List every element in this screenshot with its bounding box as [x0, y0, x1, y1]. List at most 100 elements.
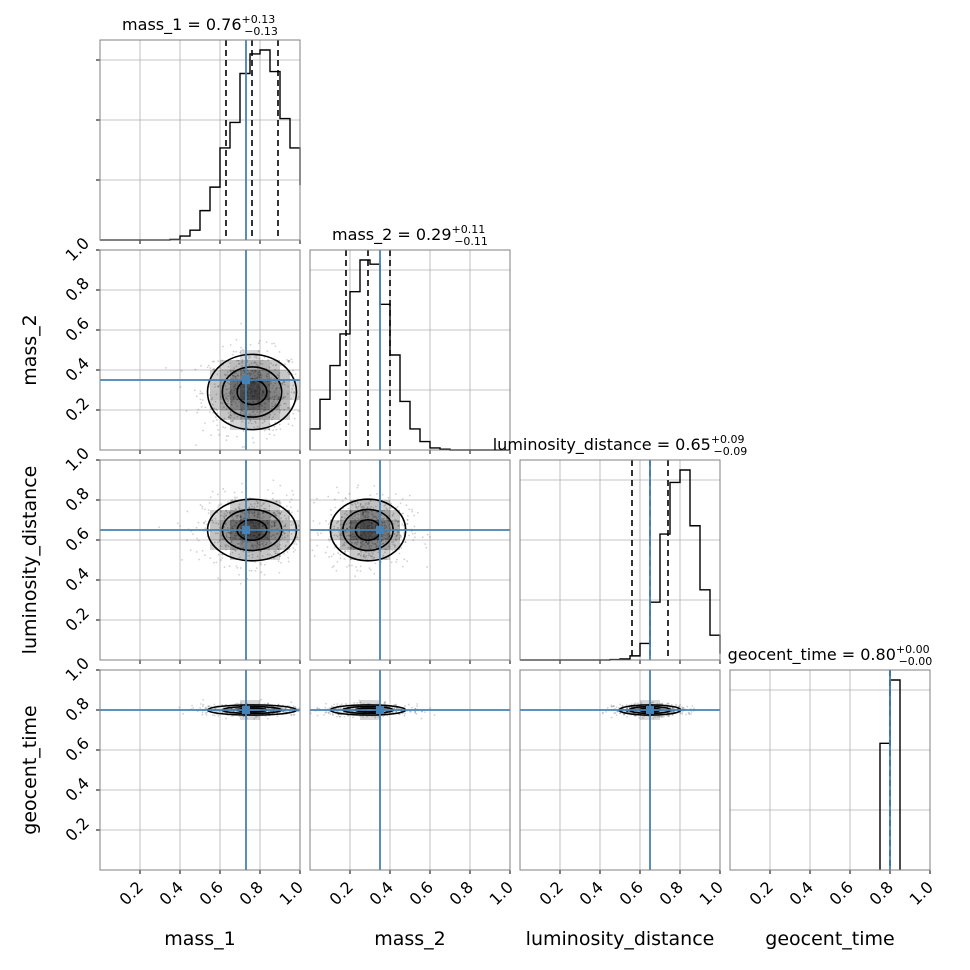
- sample-point: [266, 377, 269, 380]
- sample-point: [400, 535, 403, 538]
- sample-point: [336, 710, 338, 713]
- sample-point: [311, 549, 314, 552]
- sample-point: [407, 515, 409, 517]
- sample-point: [239, 515, 242, 518]
- sample-point: [235, 365, 238, 368]
- sample-point: [265, 374, 268, 377]
- sample-point: [316, 544, 319, 547]
- sample-point: [326, 546, 329, 548]
- sample-point: [253, 506, 256, 509]
- sample-point: [341, 516, 343, 519]
- sample-point: [199, 703, 202, 705]
- sample-point: [231, 353, 234, 356]
- sample-point: [225, 522, 227, 525]
- sample-point: [269, 413, 272, 416]
- sample-point: [396, 520, 399, 523]
- sample-point: [213, 561, 215, 564]
- sample-point: [678, 705, 681, 708]
- sample-point: [359, 565, 362, 568]
- sample-point: [247, 551, 250, 553]
- sample-point: [234, 549, 236, 552]
- density-cell: [220, 530, 230, 540]
- sample-point: [387, 496, 390, 499]
- sample-point: [395, 710, 398, 713]
- sample-point: [358, 552, 360, 555]
- x-axis-label-mass_1: mass_1: [164, 928, 236, 950]
- sample-point: [238, 715, 241, 718]
- title-mass_1: mass_1 = 0.76+0.13 −0.13: [122, 13, 278, 38]
- sample-point: [356, 508, 359, 510]
- sample-point: [235, 359, 238, 362]
- sample-point: [253, 356, 256, 359]
- density-cell: [290, 390, 300, 400]
- sample-point: [413, 536, 416, 539]
- sample-point: [274, 536, 277, 539]
- sample-point: [685, 713, 688, 716]
- sample-point: [339, 715, 342, 718]
- density-cell: [230, 550, 240, 560]
- sample-point: [253, 502, 256, 505]
- sample-point: [287, 406, 290, 409]
- sample-point: [216, 541, 219, 544]
- sample-point: [228, 511, 231, 514]
- sample-point: [408, 534, 411, 537]
- sample-point: [226, 531, 229, 534]
- sample-point: [255, 716, 257, 719]
- sample-point: [215, 710, 218, 713]
- sample-point: [612, 705, 615, 707]
- sample-point: [297, 410, 300, 413]
- sample-point: [661, 716, 664, 719]
- sample-point: [225, 408, 228, 411]
- sample-point: [337, 491, 340, 494]
- sample-point: [286, 392, 289, 395]
- sample-point: [672, 710, 675, 713]
- sample-point: [263, 546, 266, 549]
- sample-point: [259, 373, 262, 376]
- sample-point: [372, 516, 375, 518]
- y-tick-label: 1.0: [62, 654, 93, 685]
- sample-point: [263, 420, 266, 423]
- sample-point: [248, 497, 251, 499]
- sample-point: [220, 534, 223, 537]
- sample-point: [394, 544, 397, 547]
- sample-point: [666, 702, 669, 705]
- sample-point: [333, 546, 336, 549]
- sample-point: [633, 703, 636, 706]
- sample-point: [292, 384, 295, 387]
- sample-point: [240, 515, 242, 518]
- sample-point: [194, 368, 197, 371]
- sample-point: [397, 524, 400, 527]
- sample-point: [384, 540, 387, 543]
- sample-point: [207, 705, 210, 708]
- sample-point: [265, 341, 268, 344]
- sample-point: [399, 534, 402, 537]
- sample-point: [201, 505, 204, 508]
- sample-point: [296, 710, 299, 713]
- density-cell: [260, 390, 270, 400]
- sample-point: [189, 549, 192, 552]
- sample-point: [292, 412, 295, 415]
- sample-point: [200, 364, 202, 367]
- sample-point: [348, 492, 351, 495]
- sample-point: [158, 526, 161, 529]
- sample-point: [297, 524, 300, 527]
- sample-point: [350, 502, 353, 505]
- sample-point: [344, 702, 347, 705]
- sample-point: [256, 505, 259, 508]
- sample-point: [266, 717, 269, 720]
- sample-point: [340, 703, 343, 706]
- panel-background: [100, 670, 300, 870]
- density-cell: [270, 380, 280, 390]
- sample-point: [293, 523, 296, 526]
- sample-point: [195, 551, 198, 553]
- sample-point: [279, 555, 281, 558]
- sample-point: [222, 406, 225, 409]
- density-cell: [210, 400, 220, 410]
- sample-point: [220, 503, 223, 505]
- density-cell: [340, 540, 350, 550]
- density-cell: [230, 360, 240, 370]
- sample-point: [235, 372, 237, 375]
- density-cell: [210, 370, 220, 380]
- sample-point: [327, 712, 330, 714]
- sample-point: [213, 383, 216, 386]
